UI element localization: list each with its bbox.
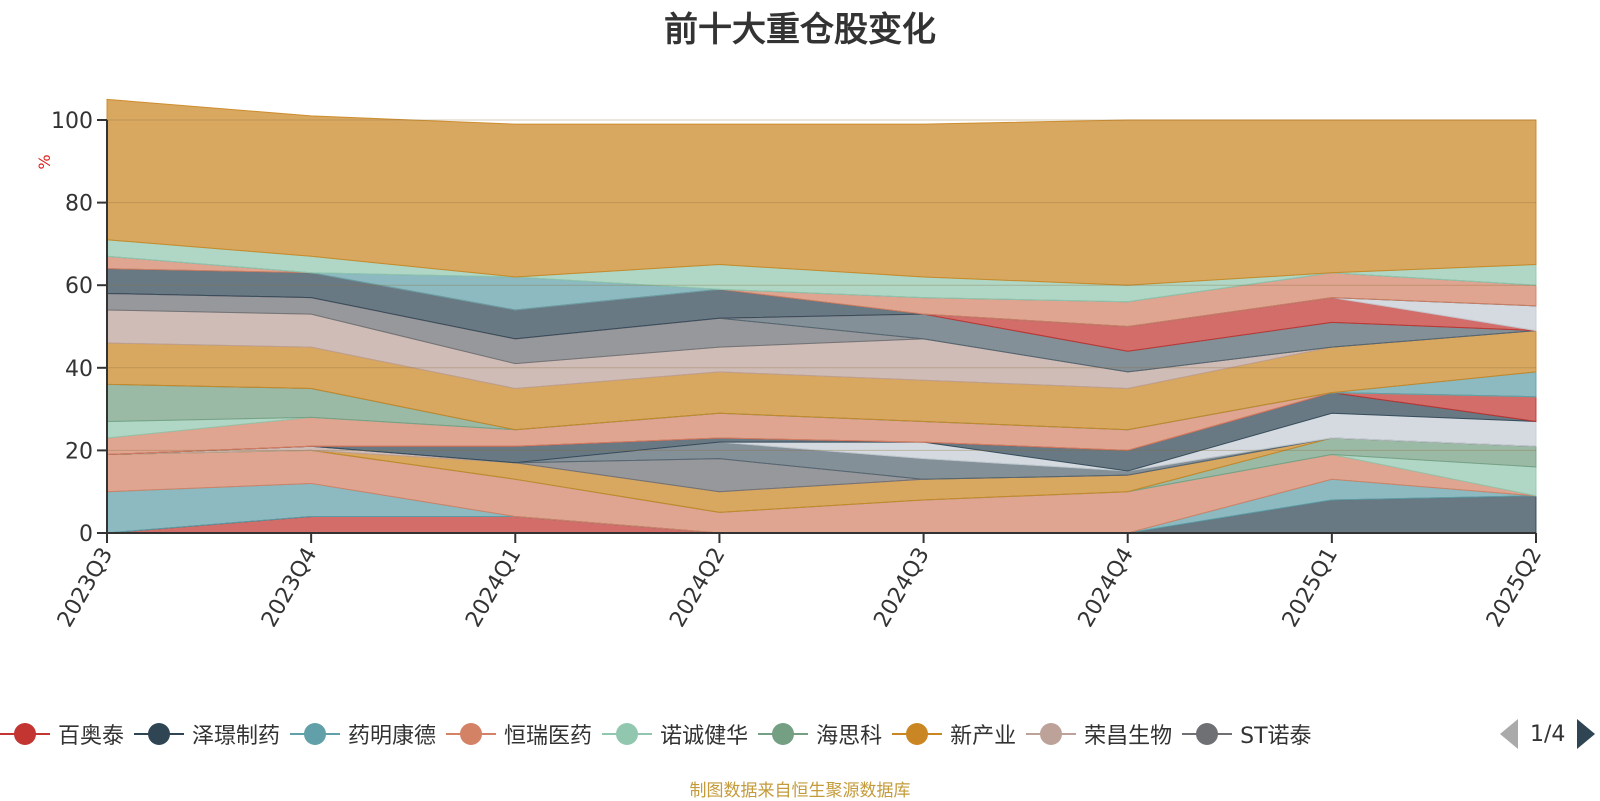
- legend-marker-icon: [758, 722, 809, 746]
- x-tick-label: 2024Q1: [461, 544, 526, 632]
- legend-label: 泽璟制药: [192, 724, 281, 749]
- y-tick-label: 80: [65, 192, 93, 217]
- x-tick-label: 2024Q3: [869, 544, 934, 632]
- legend-marker-icon: [1182, 722, 1233, 746]
- y-tick-label: 60: [65, 274, 93, 299]
- legend-pager: 1/4: [1500, 719, 1596, 749]
- legend-marker-icon: [446, 722, 497, 746]
- legend-item-2[interactable]: 药明康德: [290, 718, 436, 750]
- x-tick-label: 2024Q4: [1074, 544, 1139, 632]
- legend: 百奥泰 泽璟制药 药明康德 恒瑞医药 诺诚健华 海思科 新产业 荣昌生物 ST诺…: [0, 714, 1322, 754]
- legend-marker-icon: [892, 722, 943, 746]
- legend-label: 药明康德: [348, 724, 437, 749]
- legend-label: 海思科: [816, 724, 883, 749]
- legend-item-1[interactable]: 泽璟制药: [134, 718, 280, 750]
- x-tick-label: 2023Q3: [53, 544, 118, 632]
- source-note: 制图数据来自恒生聚源数据库: [689, 781, 911, 801]
- legend-marker-icon: [290, 722, 341, 746]
- legend-page-indicator: 1/4: [1530, 721, 1566, 747]
- legend-item-4[interactable]: 诺诚健华: [602, 718, 748, 750]
- y-axis-label: %: [35, 154, 54, 169]
- x-tick-label: 2024Q2: [665, 544, 730, 632]
- x-tick-label: 2025Q1: [1278, 544, 1343, 632]
- legend-item-0[interactable]: 百奥泰: [0, 718, 124, 750]
- legend-item-7[interactable]: 荣昌生物: [1026, 718, 1172, 750]
- legend-label: 新产业: [950, 724, 1017, 749]
- y-tick-label: 100: [51, 109, 93, 134]
- x-tick-label: 2023Q4: [257, 544, 322, 632]
- legend-marker-icon: [602, 722, 653, 746]
- legend-label: 恒瑞医药: [504, 724, 593, 749]
- y-tick-label: 20: [65, 439, 93, 464]
- legend-label: 诺诚健华: [660, 724, 749, 749]
- legend-marker-icon: [1026, 722, 1077, 746]
- legend-label: 百奥泰: [58, 724, 125, 749]
- area-series-27: [106, 98, 1537, 286]
- legend-item-5[interactable]: 海思科: [758, 718, 882, 750]
- legend-item-3[interactable]: 恒瑞医药: [446, 718, 592, 750]
- chart-title: 前十大重仓股变化: [664, 10, 936, 50]
- triangle-left-icon[interactable]: [1500, 719, 1518, 749]
- legend-label: 荣昌生物: [1084, 724, 1173, 749]
- y-tick-label: 40: [65, 357, 93, 382]
- y-tick-label: 0: [79, 522, 93, 547]
- stacked-area-chart: 0 20 40 60 80 100 2023Q3 2023Q4 2024Q1 2024Q2 2024…: [35, 98, 1547, 632]
- legend-item-8[interactable]: ST诺泰: [1182, 718, 1312, 750]
- legend-marker-icon: [134, 722, 185, 746]
- triangle-right-icon[interactable]: [1577, 719, 1596, 749]
- legend-label: ST诺泰: [1240, 724, 1312, 749]
- x-tick-label: 2025Q2: [1482, 544, 1547, 632]
- legend-item-6[interactable]: 新产业: [892, 718, 1016, 750]
- legend-marker-icon: [0, 722, 50, 746]
